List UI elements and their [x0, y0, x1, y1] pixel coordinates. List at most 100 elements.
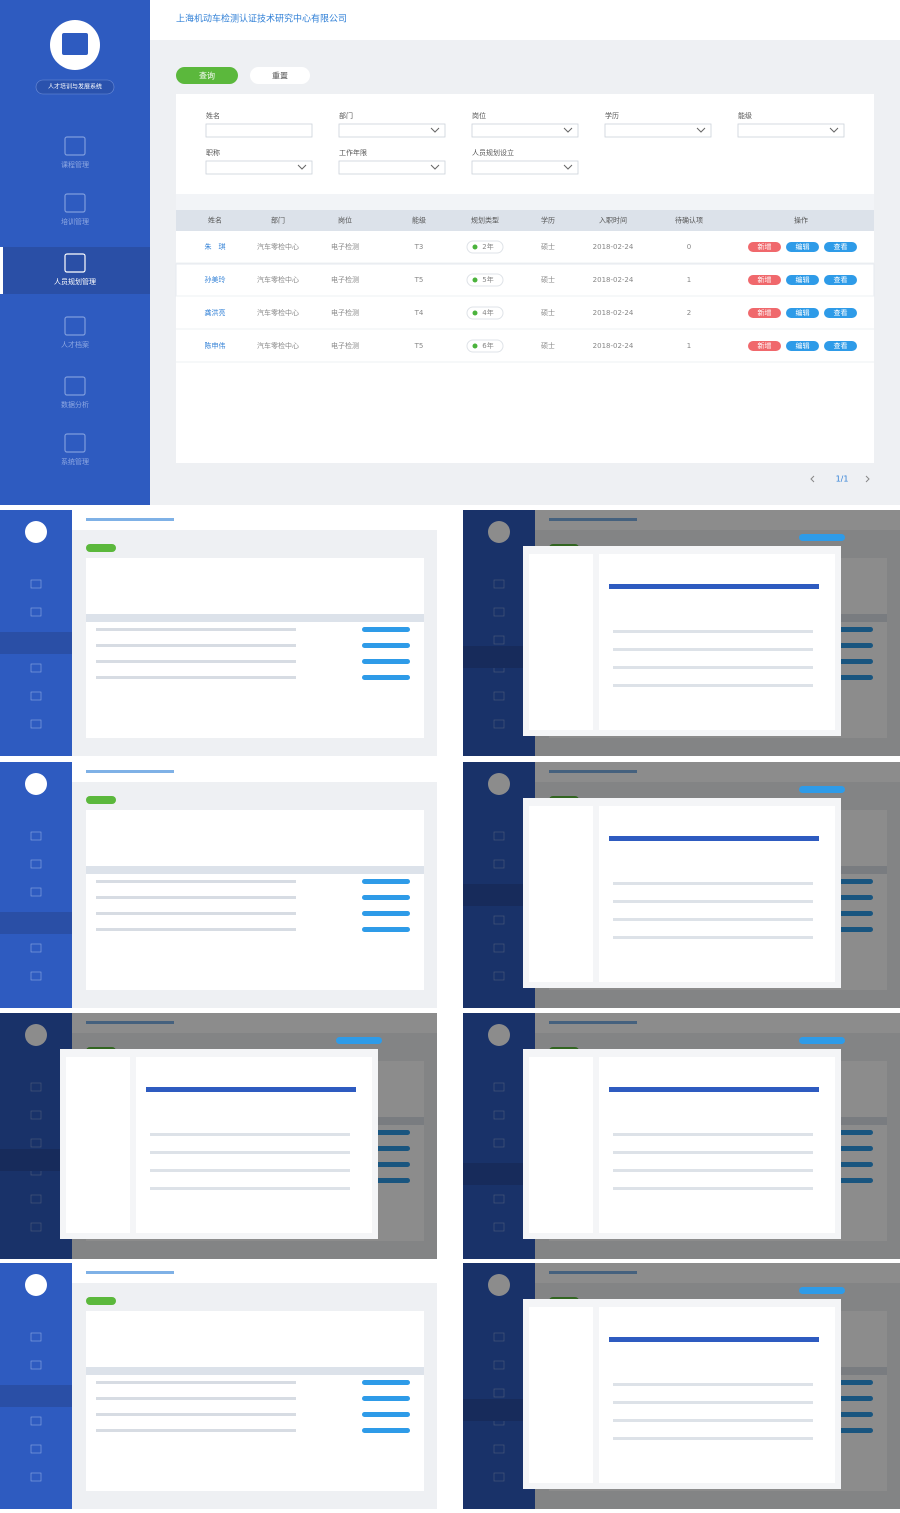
thumb-menu [30, 579, 42, 589]
menu-label[interactable]: 人才档案 [61, 340, 89, 349]
plan-dot [472, 343, 478, 349]
menu-icon[interactable] [64, 316, 86, 336]
plan-pill [466, 240, 504, 254]
thumb-timeline [609, 584, 819, 589]
menu-label[interactable]: 系统管理 [61, 457, 89, 466]
thumb-item [613, 648, 813, 651]
action-button[interactable] [748, 275, 781, 285]
filter-input[interactable] [205, 160, 313, 175]
action-button[interactable] [748, 308, 781, 318]
action-button[interactable] [824, 308, 857, 318]
thumb-menu [493, 1222, 505, 1232]
thumb-dialog-left [529, 806, 593, 982]
menu-icon[interactable] [64, 136, 86, 156]
filter-label: 能级 [738, 111, 752, 120]
panel-divider [176, 194, 874, 210]
filter-input[interactable] [338, 160, 446, 175]
filter-label: 职称 [206, 148, 220, 157]
cell[interactable]: 龚洪亮 [205, 308, 226, 317]
action-button[interactable] [824, 242, 857, 252]
filter-input[interactable] [471, 160, 579, 175]
thumb-menu [30, 971, 42, 981]
cell: T3 [414, 243, 424, 251]
filter-input[interactable] [205, 123, 313, 138]
thumb-timeline [609, 1337, 819, 1342]
filter-label: 岗位 [472, 111, 486, 120]
thumb-row [96, 912, 296, 915]
thumb-timeline [146, 1087, 356, 1092]
cell: 5年 [482, 275, 493, 284]
menu-label[interactable]: 数据分析 [61, 400, 89, 409]
thumb-menu [493, 607, 505, 617]
thumb-btn [86, 796, 116, 804]
thumb-item [150, 1187, 350, 1190]
menu-icon[interactable] [64, 253, 86, 273]
action-button[interactable] [786, 275, 819, 285]
thumb-item [613, 1401, 813, 1404]
thumb-menu [30, 1138, 42, 1148]
cell: 汽车零检中心 [257, 308, 299, 317]
action-button[interactable] [824, 275, 857, 285]
thumbnail [463, 762, 900, 1008]
menu-label[interactable]: 人员规划管理 [54, 277, 96, 286]
thumb-dialog-main [136, 1057, 372, 1233]
cell: 电子检测 [331, 341, 359, 350]
action-button[interactable] [748, 242, 781, 252]
action-button[interactable] [786, 308, 819, 318]
action-button[interactable] [748, 341, 781, 351]
cell: 0 [687, 243, 691, 251]
thumb-menu [493, 1138, 505, 1148]
column-header: 能级 [412, 216, 426, 225]
company-title: 上海机动车检测认证技术研究中心有限公司 [176, 13, 347, 25]
filter-input[interactable] [737, 123, 845, 138]
cell[interactable]: 朱 琪 [205, 242, 226, 251]
cell[interactable]: 陈申伟 [205, 341, 226, 350]
action-button[interactable] [824, 341, 857, 351]
action-button[interactable] [786, 242, 819, 252]
column-header: 岗位 [338, 216, 352, 225]
thumb-action [362, 911, 410, 916]
logo-mark [62, 33, 88, 55]
action-label: 查看 [834, 341, 848, 350]
filter-label: 姓名 [206, 111, 220, 120]
filter-input[interactable] [338, 123, 446, 138]
thumb-item [613, 684, 813, 687]
column-header: 规划类型 [471, 216, 499, 225]
reset-button[interactable] [250, 67, 310, 84]
thumb-menu [493, 719, 505, 729]
cell: 1 [687, 276, 691, 284]
thumb-menu [493, 831, 505, 841]
thumb-menu [30, 831, 42, 841]
thumb-menu [493, 635, 505, 645]
menu-icon[interactable] [64, 376, 86, 396]
menu-label[interactable]: 培训管理 [61, 217, 89, 226]
menu-label[interactable]: 课程管理 [61, 160, 89, 169]
menu-icon[interactable] [64, 193, 86, 213]
thumb-logo [488, 1274, 510, 1296]
cell[interactable]: 孙美玲 [205, 275, 226, 284]
pager-arrows[interactable] [810, 475, 870, 483]
thumb-thead [86, 614, 424, 622]
dropdown-arrow [297, 164, 307, 170]
dropdown-arrow [696, 127, 706, 133]
thumb-action [362, 1412, 410, 1417]
menu-icon[interactable] [64, 433, 86, 453]
thumb-item [613, 900, 813, 903]
thumb-menu [493, 859, 505, 869]
thumb-confirm [799, 786, 845, 793]
thumb-logo [488, 1024, 510, 1046]
filter-input[interactable] [471, 123, 579, 138]
thumb-confirm [799, 534, 845, 541]
plan-dot [472, 310, 478, 316]
action-button[interactable] [786, 341, 819, 351]
thumb-title [549, 518, 637, 521]
thumb-header [535, 762, 900, 782]
query-button[interactable] [176, 67, 238, 84]
reset-label: 重置 [272, 71, 288, 81]
filter-input[interactable] [604, 123, 712, 138]
thumb-logo [25, 521, 47, 543]
thumb-btn [86, 544, 116, 552]
query-label: 查询 [199, 71, 215, 81]
thumb-row [96, 1381, 296, 1384]
